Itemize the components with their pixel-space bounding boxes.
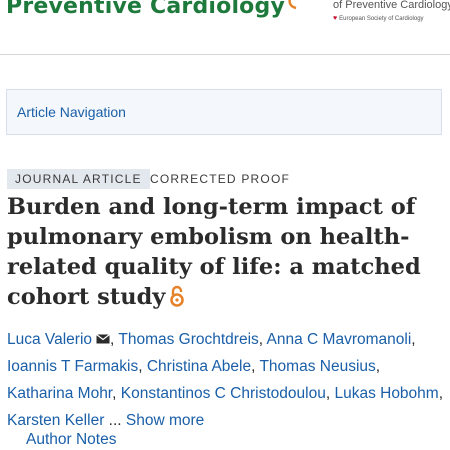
article-navigation-panel: Article Navigation bbox=[6, 89, 442, 135]
author-link[interactable]: Katharina Mohr bbox=[7, 385, 113, 402]
author-link[interactable]: Lukas Hobohm bbox=[334, 385, 439, 402]
logo-text: of Preventive Cardiology bbox=[333, 0, 450, 11]
author-link[interactable]: Thomas Neusius bbox=[259, 358, 376, 375]
author-separator: , bbox=[438, 385, 444, 402]
author-separator: , bbox=[375, 358, 381, 375]
journal-name[interactable]: Preventive Cardiology bbox=[6, 0, 285, 19]
author-separator: , bbox=[325, 385, 331, 402]
author-separator: , bbox=[112, 385, 117, 402]
society-line: ♥ European Society of Cardiology bbox=[333, 15, 424, 22]
article-type-badge: JOURNAL ARTICLE bbox=[7, 169, 150, 189]
society-logo-icon[interactable] bbox=[286, 0, 326, 10]
author-link[interactable]: Konstantinos C Christodoulou bbox=[120, 385, 326, 402]
envelope-icon[interactable] bbox=[96, 334, 110, 344]
author-ellipsis: ... bbox=[108, 412, 122, 429]
author-separator: , bbox=[258, 331, 264, 348]
article-navigation-toggle[interactable]: Article Navigation bbox=[17, 104, 126, 120]
author-link[interactable]: Luca Valerio bbox=[7, 331, 93, 348]
site-header: Preventive Cardiology of Preventive Card… bbox=[0, 0, 450, 54]
author-link[interactable]: Ioannis T Farmakis bbox=[7, 358, 139, 375]
article-title: Burden and long-term impact of pulmonary… bbox=[7, 192, 427, 312]
society-name: European Society of Cardiology bbox=[339, 15, 424, 22]
author-separator: , bbox=[411, 331, 416, 348]
author-list: Luca Valerio, Thomas Grochtdreis, Anna C… bbox=[7, 326, 447, 434]
show-more-authors-link[interactable]: Show more bbox=[125, 412, 205, 429]
header-divider bbox=[0, 54, 450, 55]
article-title-text: Burden and long-term impact of pulmonary… bbox=[7, 194, 421, 310]
author-separator: , bbox=[138, 358, 143, 375]
author-separator: , bbox=[251, 358, 256, 375]
author-link[interactable]: Anna C Mavromanoli bbox=[266, 331, 412, 348]
author-link[interactable]: Karsten Keller bbox=[7, 412, 105, 429]
author-link[interactable]: Christina Abele bbox=[146, 358, 252, 375]
author-notes-link[interactable]: Author Notes bbox=[26, 431, 117, 448]
open-access-lock-icon bbox=[170, 285, 185, 307]
article-status-label: CORRECTED PROOF bbox=[150, 172, 291, 186]
author-link[interactable]: Thomas Grochtdreis bbox=[118, 331, 259, 348]
author-separator: , bbox=[110, 331, 115, 348]
heart-icon: ♥ bbox=[333, 15, 338, 22]
